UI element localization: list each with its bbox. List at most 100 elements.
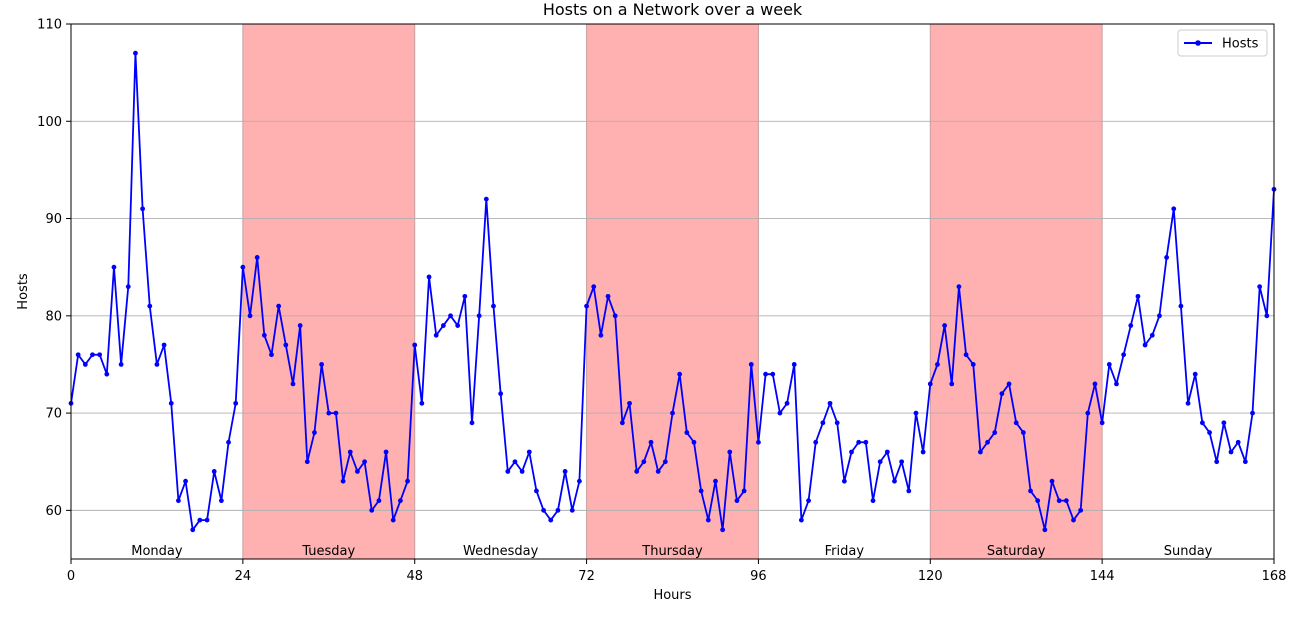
data-point [104,371,110,377]
y-tick-label: 70 [45,407,62,422]
data-point [1085,410,1091,416]
data-point [541,507,547,513]
data-point [240,264,246,270]
data-point [247,313,253,319]
data-point [1063,498,1069,504]
x-tick-label: 0 [67,569,75,584]
data-point [1013,420,1019,426]
data-point [734,498,740,504]
data-point [1199,420,1205,426]
data-point [906,488,912,494]
y-tick-label: 100 [37,115,62,130]
data-point [770,371,776,377]
data-point [942,323,948,328]
data-point [1164,255,1169,260]
data-point [283,342,289,348]
x-axis-label: Hours [653,588,691,603]
data-point [455,323,461,328]
data-point [154,362,160,367]
data-point [269,352,274,358]
data-point [992,430,998,435]
data-point [426,274,432,280]
data-point [798,517,804,523]
data-point [383,449,389,455]
data-point [1071,517,1076,523]
data-point [913,410,919,416]
data-point [720,527,726,533]
x-tick-label: 168 [1262,569,1287,584]
data-point [1157,313,1162,319]
data-point [1149,332,1155,338]
data-point [634,469,640,474]
chart-title: Hosts on a Network over a week [543,0,803,19]
day-label: Sunday [1164,544,1213,559]
data-point [1078,507,1084,513]
y-tick-label: 110 [37,18,62,33]
data-point [612,313,618,319]
data-point [555,507,561,513]
data-point [1257,284,1263,290]
data-point [670,410,675,416]
data-point [304,459,310,465]
data-point [1235,439,1241,445]
data-point [827,400,833,406]
data-point [319,362,325,367]
data-point [1114,381,1119,387]
data-point [820,420,826,426]
data-point [655,469,661,474]
data-point [1264,313,1270,319]
data-point [519,469,525,474]
data-point [777,410,783,416]
data-point [204,517,210,523]
data-point [849,449,854,455]
data-point [970,362,976,367]
data-point [1228,449,1234,455]
day-label: Thursday [641,544,703,559]
data-point [577,478,582,484]
data-point [462,293,468,299]
data-point [1028,488,1033,494]
data-point [978,449,983,455]
data-point [97,352,103,358]
data-point [491,303,496,309]
data-point [512,459,518,465]
data-point [469,420,475,426]
data-point [562,469,568,474]
data-point [168,400,174,406]
data-point [440,323,446,328]
data-point [326,410,332,416]
data-point [584,303,589,309]
x-tick-label: 144 [1090,569,1115,584]
shaded-band [242,24,415,559]
data-point [1242,459,1248,465]
data-point [949,381,955,387]
shaded-band [930,24,1103,559]
shaded-band [586,24,759,559]
day-label: Friday [825,544,865,559]
data-point [405,478,410,484]
data-point [333,410,339,416]
y-tick-label: 60 [45,504,62,519]
day-label: Wednesday [463,544,539,559]
data-point [161,342,167,348]
data-point [290,381,296,387]
x-tick-label: 48 [406,569,423,584]
data-point [505,469,511,474]
data-point [226,439,231,445]
y-tick-label: 80 [45,309,62,324]
day-label: Tuesday [301,544,355,559]
day-label: Saturday [987,544,1046,559]
data-point [784,400,790,406]
data-point [1135,293,1141,299]
legend-marker-swatch [1195,40,1201,46]
data-point [369,507,375,513]
data-point [125,284,131,290]
data-point [147,303,153,309]
legend-entry-label: Hosts [1222,37,1259,52]
data-point [1121,352,1127,358]
x-axis-ticks: 0 24 48 72 96 120 144 168 [67,559,1287,584]
data-point [1128,323,1134,328]
data-point [705,517,711,523]
data-point [927,381,933,387]
